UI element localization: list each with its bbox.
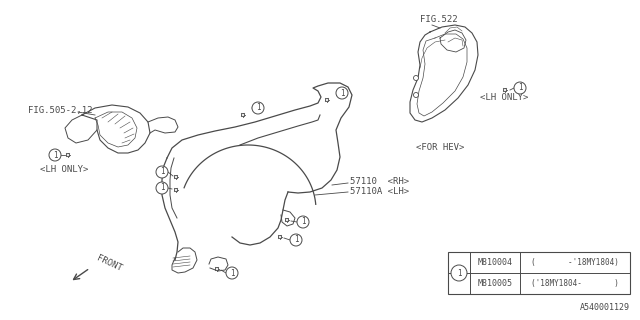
Text: 1: 1 [340, 89, 344, 98]
Text: <FOR HEV>: <FOR HEV> [416, 143, 464, 153]
Text: FRONT: FRONT [95, 253, 123, 273]
Text: 1: 1 [52, 150, 58, 159]
Text: 1: 1 [160, 167, 164, 177]
Circle shape [413, 92, 419, 98]
Text: 1: 1 [301, 218, 305, 227]
Circle shape [278, 236, 282, 238]
Circle shape [413, 76, 419, 81]
Circle shape [175, 188, 177, 191]
Bar [448, 252, 630, 294]
Circle shape [514, 82, 526, 94]
Circle shape [290, 234, 302, 246]
Text: ('18MY1804-       ): ('18MY1804- ) [531, 279, 619, 288]
Text: FIG.522: FIG.522 [420, 15, 458, 25]
Circle shape [285, 219, 289, 221]
Circle shape [156, 166, 168, 178]
Circle shape [252, 102, 264, 114]
Text: FIG.505-2,12: FIG.505-2,12 [28, 106, 93, 115]
Text: <LH ONLY>: <LH ONLY> [40, 165, 88, 174]
Circle shape [216, 268, 218, 270]
Text: 1: 1 [256, 103, 260, 113]
Text: 57110A <LH>: 57110A <LH> [350, 187, 409, 196]
Text: 1: 1 [230, 268, 234, 277]
Circle shape [175, 175, 177, 179]
Circle shape [67, 154, 70, 156]
Text: 1: 1 [160, 183, 164, 193]
Circle shape [226, 267, 238, 279]
Text: A540001129: A540001129 [580, 303, 630, 312]
Text: 1: 1 [294, 236, 298, 244]
Circle shape [49, 149, 61, 161]
Circle shape [156, 182, 168, 194]
Circle shape [451, 265, 467, 281]
Text: 1: 1 [457, 268, 461, 277]
Circle shape [504, 88, 506, 92]
Circle shape [336, 87, 348, 99]
Text: M810004: M810004 [477, 258, 513, 267]
Circle shape [241, 114, 244, 116]
Text: M810005: M810005 [477, 279, 513, 288]
Circle shape [326, 99, 328, 101]
Text: (       -'18MY1804): ( -'18MY1804) [531, 258, 619, 267]
Text: <LH ONLY>: <LH ONLY> [480, 93, 529, 102]
Circle shape [297, 216, 309, 228]
Text: 1: 1 [518, 84, 522, 92]
Text: 57110  <RH>: 57110 <RH> [350, 178, 409, 187]
